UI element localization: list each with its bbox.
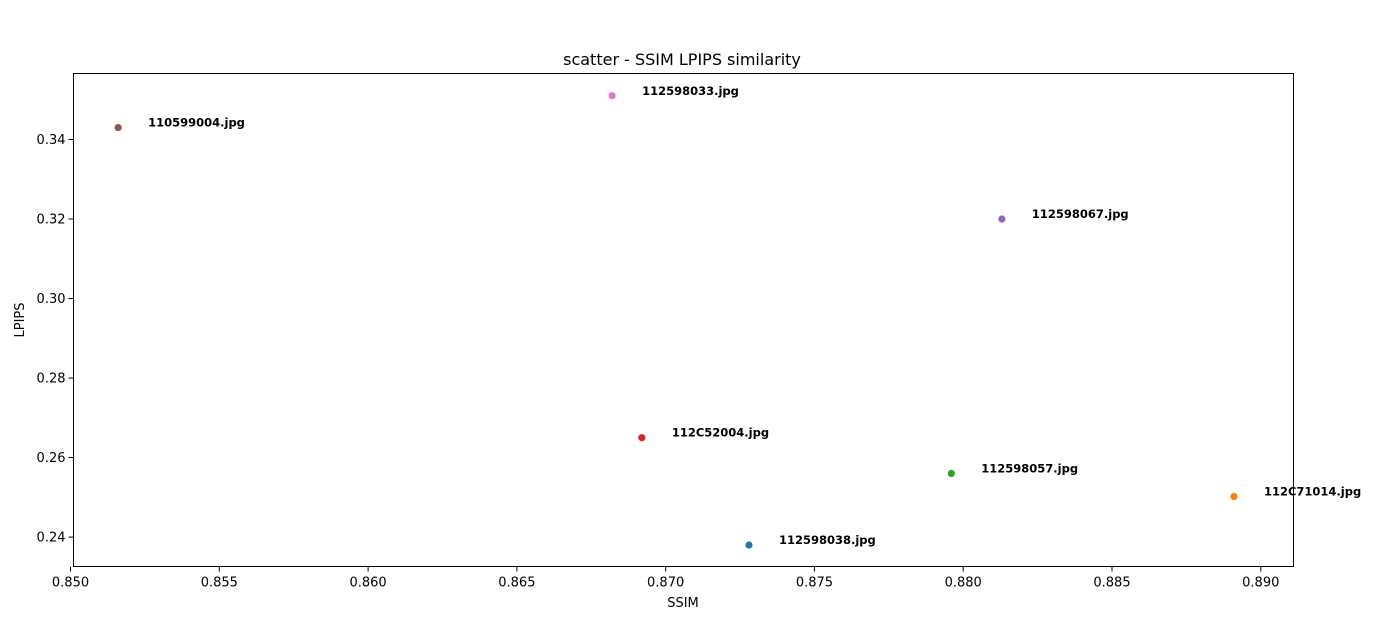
y-tick-label: 0.26	[37, 451, 66, 466]
x-axis: 0.850 0.855 0.860 0.865 0.870 0.875 0.880 0.885…	[52, 566, 1279, 591]
data-point-label: 112598033.jpg	[642, 84, 739, 98]
data-point	[1230, 492, 1238, 501]
data-point	[638, 434, 646, 442]
data-point-label: 110599004.jpg	[148, 116, 245, 130]
plot-area-frame	[73, 73, 1294, 567]
y-tick-label: 0.30	[37, 292, 66, 307]
y-axis-label: LPIPS	[13, 302, 28, 337]
data-point-label: 112598067.jpg	[1032, 207, 1129, 221]
data-point-labels: 112598038.jpg 112C71014.jpg 112598057.jpg 1…	[148, 84, 1361, 547]
y-tick-label: 0.24	[37, 531, 66, 546]
data-point-label: 112598038.jpg	[779, 533, 876, 547]
chart-title: scatter - SSIM LPIPS similarity	[563, 50, 801, 69]
data-point-label: 112C71014.jpg	[1264, 485, 1361, 499]
data-point-label: 112C52004.jpg	[672, 426, 769, 440]
x-tick-label: 0.870	[647, 576, 684, 591]
y-axis: 0.24 0.26 0.28 0.30 0.32 0.34	[37, 133, 74, 546]
y-tick-label: 0.28	[37, 372, 66, 387]
x-tick-label: 0.860	[349, 576, 386, 591]
y-tick-label: 0.32	[37, 213, 66, 228]
data-points	[114, 92, 1238, 549]
y-tick-label: 0.34	[37, 133, 66, 148]
x-tick-label: 0.865	[498, 576, 535, 591]
x-axis-label: SSIM	[667, 596, 699, 611]
x-tick-label: 0.885	[1093, 576, 1130, 591]
x-tick-label: 0.880	[945, 576, 982, 591]
x-tick-label: 0.850	[52, 576, 89, 591]
data-point	[114, 123, 122, 132]
data-point	[608, 92, 616, 100]
x-tick-label: 0.890	[1242, 576, 1279, 591]
data-point	[998, 215, 1006, 223]
x-tick-label: 0.855	[201, 576, 238, 591]
data-point	[745, 541, 753, 549]
x-tick-label: 0.875	[796, 576, 833, 591]
data-point	[947, 469, 955, 478]
data-point-label: 112598057.jpg	[981, 461, 1078, 475]
